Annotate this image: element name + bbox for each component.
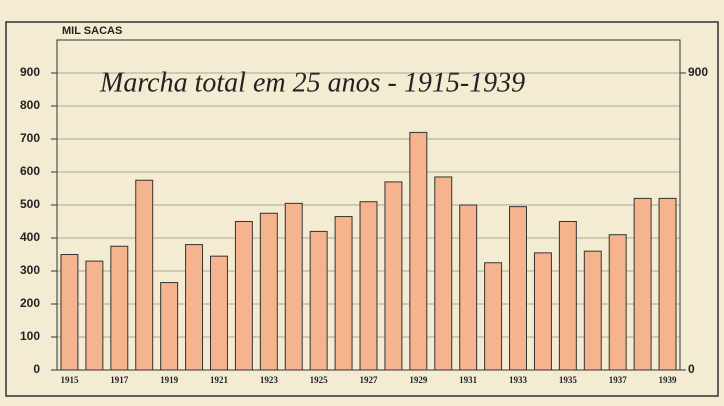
bar [110, 245, 129, 371]
bar [409, 131, 428, 371]
x-tick-label: 1935 [559, 375, 578, 385]
bar [234, 221, 253, 371]
y-tick-label: 0 [33, 362, 40, 376]
bar [633, 197, 652, 371]
bar [309, 230, 328, 371]
bar [135, 179, 154, 371]
x-tick-label: 1937 [609, 375, 628, 385]
bar [334, 216, 353, 371]
bar [60, 254, 79, 371]
chart-title: Marcha total em 25 anos - 1915-1939 [99, 67, 525, 98]
bar [434, 176, 453, 371]
y2-tick-label: 900 [688, 65, 708, 79]
y2-tick-label: 0 [688, 362, 695, 376]
y-tick-label: 800 [20, 98, 40, 112]
bar [459, 204, 478, 371]
x-tick-label: 1929 [409, 375, 428, 385]
bar [85, 260, 104, 371]
bar [384, 181, 403, 371]
y-tick-label: 700 [20, 131, 40, 145]
bar [558, 221, 577, 371]
x-tick-label: 1923 [260, 375, 279, 385]
bar [583, 250, 602, 371]
outer-frame [5, 21, 719, 397]
x-tick-label: 1939 [659, 375, 678, 385]
x-tick-label: 1915 [60, 375, 79, 385]
x-tick-label: 1925 [310, 375, 329, 385]
x-tick-label: 1917 [110, 375, 129, 385]
bar [533, 252, 552, 371]
bar [658, 197, 677, 371]
bar [210, 255, 228, 371]
bar [185, 244, 204, 371]
bar [284, 202, 303, 371]
bar [259, 212, 278, 371]
bar [484, 262, 503, 371]
y-tick-label: 600 [20, 164, 40, 178]
bar [160, 282, 179, 371]
y-tick-label: 900 [20, 65, 40, 79]
x-tick-label: 1919 [160, 375, 179, 385]
bar [509, 206, 527, 371]
bar [359, 201, 378, 371]
y-tick-label: 500 [20, 197, 40, 211]
y-axis-label: MIL SACAS [62, 25, 122, 37]
x-tick-label: 1931 [459, 375, 478, 385]
y-tick-label: 200 [20, 296, 40, 310]
x-tick-label: 1921 [210, 375, 229, 385]
y-tick-label: 300 [20, 263, 40, 277]
y-tick-label: 100 [20, 329, 40, 343]
x-tick-label: 1927 [360, 375, 379, 385]
y-tick-label: 400 [20, 230, 40, 244]
x-tick-label: 1933 [509, 375, 528, 385]
bar [608, 234, 627, 371]
